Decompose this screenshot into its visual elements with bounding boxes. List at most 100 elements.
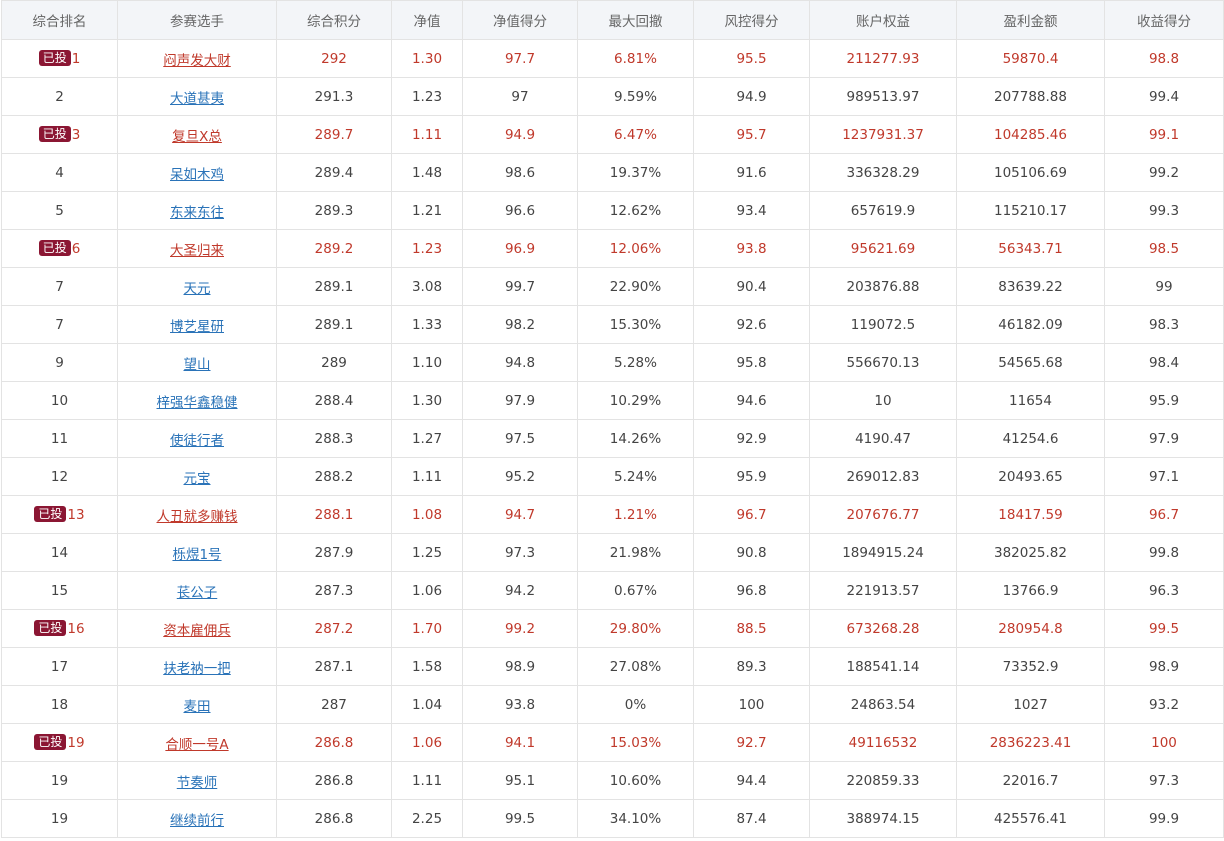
profit-cell: 41254.6 [956,419,1105,458]
max-drawdown-cell: 10.60% [577,761,694,800]
player-link[interactable]: 继续前行 [170,812,224,829]
return-score-cell: 93.2 [1104,685,1224,724]
header-profit[interactable]: 盈利金额 [956,0,1105,40]
invested-badge: 已投 [38,50,71,66]
table-row: 19 节奏师 286.8 1.11 95.1 10.60% 94.4 220859.33 220… [1,761,1224,800]
total-score-cell: 287 [276,685,392,724]
profit-cell: 105106.69 [956,153,1105,192]
header-player[interactable]: 参赛选手 [117,0,277,40]
header-max-drawdown[interactable]: 最大回撤 [577,0,694,40]
max-drawdown-cell: 27.08% [577,647,694,686]
player-cell: 使徒行者 [117,419,277,458]
player-link[interactable]: 博艺星研 [170,318,224,335]
rank-value: 17 [50,658,69,675]
risk-score-cell: 92.6 [693,305,810,344]
rank-value: 13 [67,507,85,523]
player-link[interactable]: 栎煜1号 [172,546,222,563]
player-link[interactable]: 元宝 [183,470,211,487]
player-link[interactable]: 呆如木鸡 [170,166,224,183]
return-score-cell: 99.2 [1104,153,1224,192]
nav-score-cell: 95.1 [462,761,578,800]
player-link[interactable]: 闷声发大财 [163,52,231,69]
risk-score-cell: 90.8 [693,533,810,572]
max-drawdown-cell: 15.03% [577,723,694,762]
header-risk-score[interactable]: 风控得分 [693,0,810,40]
account-equity-cell: 1894915.24 [809,533,957,572]
player-link[interactable]: 梓强华鑫稳健 [156,394,238,411]
header-nav-score[interactable]: 净值得分 [462,0,578,40]
rank-value: 7 [55,278,64,295]
return-score-cell: 98.3 [1104,305,1224,344]
table-row: 15 苌公子 287.3 1.06 94.2 0.67% 96.8 221913.57 1376… [1,571,1224,610]
max-drawdown-cell: 5.24% [577,457,694,496]
max-drawdown-cell: 1.21% [577,495,694,534]
profit-cell: 73352.9 [956,647,1105,686]
profit-cell: 1027 [956,685,1105,724]
nav-cell: 1.10 [391,343,463,382]
nav-cell: 1.70 [391,609,463,648]
player-link[interactable]: 复旦X总 [172,128,222,145]
total-score-cell: 289.1 [276,305,392,344]
rank-value: 12 [50,468,69,485]
account-equity-cell: 4190.47 [809,419,957,458]
profit-cell: 83639.22 [956,267,1105,306]
profit-cell: 20493.65 [956,457,1105,496]
total-score-cell: 292 [276,39,392,78]
rank-value: 14 [50,544,69,561]
risk-score-cell: 87.4 [693,799,810,838]
header-total-score[interactable]: 综合积分 [276,0,392,40]
total-score-cell: 286.8 [276,761,392,800]
table-row: 5 东来东往 289.3 1.21 96.6 12.62% 93.4 657619.9 1152… [1,191,1224,230]
table-row: 17 扶老衲一把 287.1 1.58 98.9 27.08% 89.3 188541.14 7… [1,647,1224,686]
header-rank[interactable]: 综合排名 [1,0,118,40]
header-return-score[interactable]: 收益得分 [1104,0,1224,40]
nav-cell: 1.33 [391,305,463,344]
player-link[interactable]: 人丑就多赚钱 [156,508,238,525]
player-link[interactable]: 合顺一号A [165,736,229,753]
nav-cell: 1.11 [391,457,463,496]
risk-score-cell: 93.4 [693,191,810,230]
nav-cell: 1.23 [391,229,463,268]
profit-cell: 56343.71 [956,229,1105,268]
account-equity-cell: 657619.9 [809,191,957,230]
nav-score-cell: 99.7 [462,267,578,306]
max-drawdown-cell: 6.47% [577,115,694,154]
risk-score-cell: 96.8 [693,571,810,610]
nav-cell: 2.25 [391,799,463,838]
total-score-cell: 291.3 [276,77,392,116]
player-link[interactable]: 大圣归来 [170,242,224,259]
player-link[interactable]: 资本雇佣兵 [163,622,231,639]
risk-score-cell: 94.9 [693,77,810,116]
header-account-equity[interactable]: 账户权益 [809,0,957,40]
nav-cell: 1.25 [391,533,463,572]
nav-cell: 1.21 [391,191,463,230]
player-link[interactable]: 扶老衲一把 [163,660,231,677]
total-score-cell: 289.1 [276,267,392,306]
invested-badge: 已投 [38,240,71,256]
rank-cell: 19 [1,761,118,800]
player-cell: 复旦X总 [117,115,277,154]
max-drawdown-cell: 12.06% [577,229,694,268]
total-score-cell: 289 [276,343,392,382]
table-row: 已投 13 人丑就多赚钱 288.1 1.08 94.7 1.21% 96.7 207676.7… [1,495,1224,534]
player-link[interactable]: 大道甚夷 [170,90,224,107]
return-score-cell: 97.9 [1104,419,1224,458]
risk-score-cell: 92.7 [693,723,810,762]
total-score-cell: 288.2 [276,457,392,496]
return-score-cell: 96.3 [1104,571,1224,610]
player-link[interactable]: 天元 [183,280,211,297]
player-link[interactable]: 使徒行者 [170,432,224,449]
player-cell: 元宝 [117,457,277,496]
header-nav[interactable]: 净值 [391,0,463,40]
account-equity-cell: 119072.5 [809,305,957,344]
nav-cell: 1.08 [391,495,463,534]
player-link[interactable]: 望山 [183,356,211,373]
player-link[interactable]: 节奏师 [176,774,218,791]
player-link[interactable]: 苌公子 [176,584,218,601]
player-link[interactable]: 东来东往 [170,204,224,221]
player-link[interactable]: 麦田 [183,698,211,715]
account-equity-cell: 269012.83 [809,457,957,496]
rank-cell: 19 [1,799,118,838]
table-row: 已投 16 资本雇佣兵 287.2 1.70 99.2 29.80% 88.5 673268.2… [1,609,1224,648]
total-score-cell: 287.3 [276,571,392,610]
